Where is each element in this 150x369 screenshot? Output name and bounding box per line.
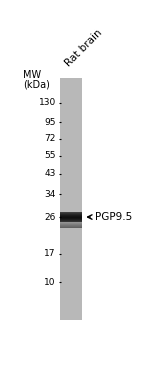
Text: 43: 43 [45, 169, 56, 178]
Text: PGP9.5: PGP9.5 [96, 212, 133, 222]
Text: 17: 17 [44, 249, 56, 258]
Text: 10: 10 [44, 277, 56, 287]
Text: (kDa): (kDa) [23, 80, 50, 90]
Bar [60, 78, 82, 320]
Text: 72: 72 [45, 134, 56, 143]
Text: 55: 55 [44, 151, 56, 161]
Text: 130: 130 [39, 98, 56, 107]
Text: 26: 26 [45, 213, 56, 221]
Text: Rat brain: Rat brain [63, 28, 104, 68]
Text: 34: 34 [45, 190, 56, 199]
Text: MW: MW [23, 70, 42, 80]
Text: 95: 95 [44, 118, 56, 127]
